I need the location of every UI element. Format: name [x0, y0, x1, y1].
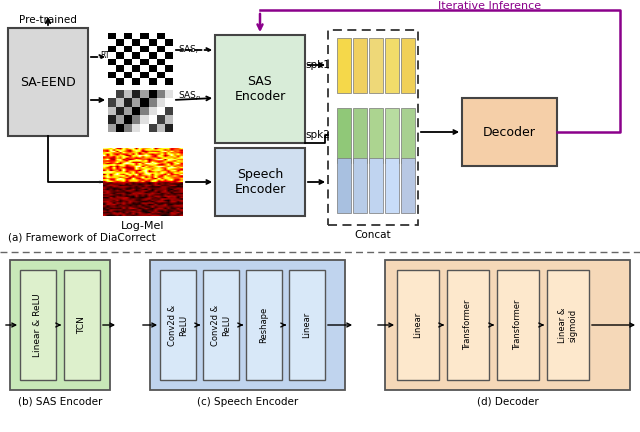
FancyBboxPatch shape — [8, 28, 88, 136]
Text: (d) Decoder: (d) Decoder — [477, 397, 538, 407]
Text: $\mathrm{SAS}_p$: $\mathrm{SAS}_p$ — [178, 89, 202, 102]
FancyBboxPatch shape — [289, 270, 325, 380]
Bar — [401, 108, 415, 163]
FancyBboxPatch shape — [246, 270, 282, 380]
Bar — [369, 158, 383, 213]
Text: SAS
Encoder: SAS Encoder — [234, 75, 285, 103]
FancyBboxPatch shape — [10, 260, 110, 390]
Text: SA-EEND: SA-EEND — [20, 76, 76, 89]
Bar — [337, 158, 351, 213]
FancyBboxPatch shape — [447, 270, 489, 380]
Bar — [385, 38, 399, 93]
Text: Conv2d &
ReLU: Conv2d & ReLU — [168, 305, 188, 346]
Text: $\mathrm{SAS}_i$: $\mathrm{SAS}_i$ — [178, 44, 200, 56]
FancyBboxPatch shape — [385, 260, 630, 390]
FancyBboxPatch shape — [215, 35, 305, 143]
Bar — [401, 158, 415, 213]
Text: TCN: TCN — [77, 316, 86, 334]
Text: (b) SAS Encoder: (b) SAS Encoder — [18, 397, 102, 407]
FancyBboxPatch shape — [215, 148, 305, 216]
Text: (c) Speech Encoder: (c) Speech Encoder — [197, 397, 298, 407]
Text: Linear: Linear — [303, 312, 312, 338]
Bar — [385, 108, 399, 163]
FancyBboxPatch shape — [203, 270, 239, 380]
Text: Reshape: Reshape — [259, 307, 269, 343]
Bar — [353, 108, 367, 163]
Text: RTTM: RTTM — [100, 51, 120, 60]
Bar — [401, 38, 415, 93]
Text: Iterative Inference: Iterative Inference — [438, 1, 541, 11]
Bar — [353, 158, 367, 213]
FancyBboxPatch shape — [150, 260, 345, 390]
Bar — [353, 38, 367, 93]
Bar — [369, 108, 383, 163]
Text: Linear & ReLU: Linear & ReLU — [33, 293, 42, 357]
FancyBboxPatch shape — [160, 270, 196, 380]
Text: spk1: spk1 — [305, 60, 330, 70]
Text: Linear: Linear — [413, 312, 422, 338]
Text: spk2: spk2 — [305, 130, 330, 140]
Text: Transformer: Transformer — [463, 300, 472, 350]
Text: Linear &
sigmoid: Linear & sigmoid — [558, 307, 578, 343]
FancyBboxPatch shape — [462, 98, 557, 166]
Bar — [369, 38, 383, 93]
Text: Decoder: Decoder — [483, 126, 536, 139]
FancyBboxPatch shape — [20, 270, 56, 380]
Bar — [337, 108, 351, 163]
Text: (a) Framework of DiaCorrect: (a) Framework of DiaCorrect — [8, 233, 156, 243]
Text: Log-Mel: Log-Mel — [121, 221, 164, 231]
Text: Transformer: Transformer — [513, 300, 522, 350]
FancyBboxPatch shape — [397, 270, 439, 380]
FancyBboxPatch shape — [497, 270, 539, 380]
Text: Pre-trained: Pre-trained — [19, 15, 77, 25]
FancyBboxPatch shape — [547, 270, 589, 380]
Text: Concat: Concat — [355, 230, 391, 240]
FancyBboxPatch shape — [64, 270, 100, 380]
Text: Conv2d &
ReLU: Conv2d & ReLU — [211, 305, 230, 346]
Text: Speech
Encoder: Speech Encoder — [234, 168, 285, 196]
Bar — [385, 158, 399, 213]
Bar — [337, 38, 351, 93]
